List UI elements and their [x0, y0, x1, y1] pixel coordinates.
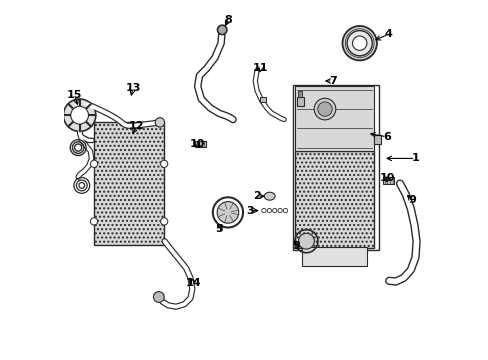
Text: 11: 11	[252, 63, 268, 73]
Text: 2: 2	[253, 191, 261, 201]
Bar	[260, 97, 266, 102]
Circle shape	[298, 233, 314, 249]
Circle shape	[217, 25, 226, 35]
Circle shape	[317, 102, 331, 116]
Bar	[194, 141, 205, 147]
Text: 9: 9	[407, 195, 415, 205]
Circle shape	[71, 106, 88, 124]
Text: 12: 12	[128, 121, 144, 131]
Text: 7: 7	[328, 76, 336, 86]
Circle shape	[155, 118, 164, 127]
Ellipse shape	[264, 192, 275, 200]
Circle shape	[160, 160, 167, 167]
Text: 4: 4	[384, 29, 392, 39]
Text: 8: 8	[224, 15, 232, 25]
Circle shape	[160, 218, 167, 225]
Circle shape	[153, 292, 164, 302]
Text: 6: 6	[382, 132, 390, 142]
Bar	[94, 122, 164, 245]
Text: 3: 3	[245, 206, 253, 216]
Circle shape	[90, 160, 98, 167]
Circle shape	[63, 99, 96, 131]
Circle shape	[90, 218, 98, 225]
Bar	[373, 135, 380, 144]
Bar	[298, 91, 302, 97]
Circle shape	[342, 26, 376, 60]
Text: 5: 5	[292, 240, 300, 251]
Text: 13: 13	[125, 83, 141, 93]
Text: 1: 1	[411, 153, 419, 163]
Circle shape	[314, 98, 335, 120]
Bar	[94, 122, 164, 245]
Text: 14: 14	[185, 278, 201, 288]
Text: 15: 15	[67, 90, 82, 100]
Bar	[294, 151, 373, 248]
Bar	[294, 151, 373, 248]
Text: 10: 10	[379, 173, 395, 183]
Text: 5: 5	[214, 224, 222, 234]
Bar	[292, 85, 379, 250]
Bar	[296, 97, 303, 106]
Bar	[294, 86, 373, 151]
Circle shape	[346, 31, 371, 56]
Bar	[382, 177, 393, 184]
Circle shape	[217, 202, 238, 223]
Bar	[302, 247, 366, 266]
Text: 10: 10	[190, 139, 205, 149]
Circle shape	[352, 36, 366, 50]
